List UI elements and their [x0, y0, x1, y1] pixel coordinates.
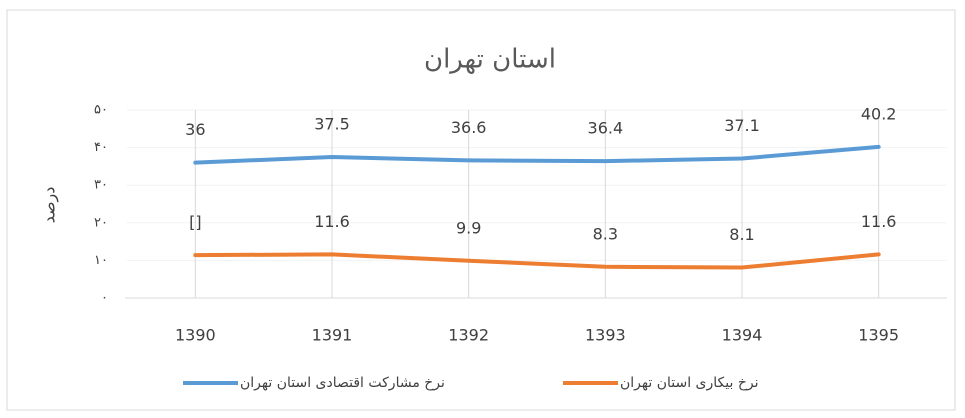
- series-line: [193, 252, 881, 270]
- x-tick-label: 1395: [858, 326, 899, 345]
- series-line: [193, 144, 881, 165]
- y-tick-label: ۲۰: [94, 215, 108, 230]
- data-label: 36: [185, 120, 205, 139]
- legend-label: نرخ مشارکت اقتصادی استان تهران: [240, 375, 445, 391]
- y-tick-label: ۵۰: [94, 103, 108, 118]
- data-label: 11.6: [314, 212, 350, 231]
- y-tick-label: ۳۰: [94, 178, 108, 193]
- data-label: 11.6: [861, 212, 897, 231]
- data-label: 37.1: [724, 116, 760, 135]
- x-tick-label: 1392: [448, 326, 489, 345]
- x-tick-label: 1394: [722, 326, 763, 345]
- y-tick-label: ۴۰: [94, 140, 108, 155]
- y-tick-label: ۱۰: [94, 253, 108, 268]
- chart-frame: [6, 9, 956, 411]
- y-tick-label: ۰: [101, 291, 108, 306]
- legend-label: نرخ بیکاری استان تهران: [620, 375, 758, 391]
- data-label: 9.9: [456, 218, 481, 237]
- data-label: 8.3: [593, 224, 618, 243]
- data-label: 36.6: [451, 118, 487, 137]
- y-axis-label: درصد: [40, 187, 60, 224]
- data-label: 37.5: [314, 115, 350, 134]
- data-label: 36.4: [588, 119, 624, 138]
- x-tick-label: 1391: [312, 326, 353, 345]
- x-tick-label: 1393: [585, 326, 626, 345]
- data-label: 8.1: [729, 225, 754, 244]
- data-label: []: [189, 213, 201, 232]
- x-tick-label: 1390: [175, 326, 216, 345]
- data-label: 40.2: [861, 104, 897, 123]
- chart-title: استان تهران: [424, 45, 556, 75]
